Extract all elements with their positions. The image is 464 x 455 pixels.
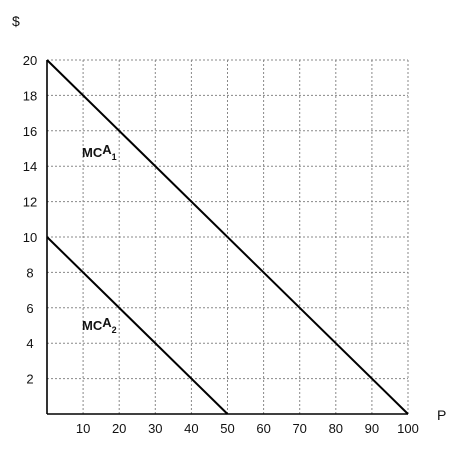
y-tick-label: 18: [23, 88, 37, 103]
x-tick-label: 70: [292, 421, 306, 436]
y-tick-label: 20: [23, 53, 37, 68]
x-tick-label: 20: [112, 421, 126, 436]
x-tick-label: 100: [397, 421, 419, 436]
series-lines: [46, 59, 409, 415]
x-tick-label: 90: [365, 421, 379, 436]
x-tick-label: 10: [76, 421, 90, 436]
series-label-mca1: MCA1: [82, 142, 117, 162]
y-tick-label: 16: [23, 124, 37, 139]
tick-labels: 10 20 30 40 50 60 70 80 90 100 2 4 6 8 10 12 14 16 18 20: [23, 53, 419, 436]
x-axis-title: P: [437, 407, 446, 423]
y-tick-label: 14: [23, 159, 37, 174]
y-tick-label: 8: [26, 265, 33, 280]
x-tick-label: 50: [220, 421, 234, 436]
axes: [46, 60, 408, 415]
y-axis-title: $: [12, 13, 20, 29]
x-tick-label: 60: [256, 421, 270, 436]
grid: [47, 59, 409, 414]
series-labels: MCA1 MCA2: [82, 142, 117, 335]
y-tick-label: 12: [23, 195, 37, 210]
y-tick-label: 4: [26, 336, 33, 351]
y-tick-label: 6: [26, 301, 33, 316]
series-line-mca1: [46, 59, 409, 415]
y-tick-label: 2: [26, 372, 33, 387]
x-tick-label: 80: [329, 421, 343, 436]
y-tick-label: 10: [23, 230, 37, 245]
x-tick-label: 30: [148, 421, 162, 436]
series-line-mca2: [46, 236, 229, 415]
series-label-mca2: MCA2: [82, 315, 117, 335]
x-tick-label: 40: [184, 421, 198, 436]
